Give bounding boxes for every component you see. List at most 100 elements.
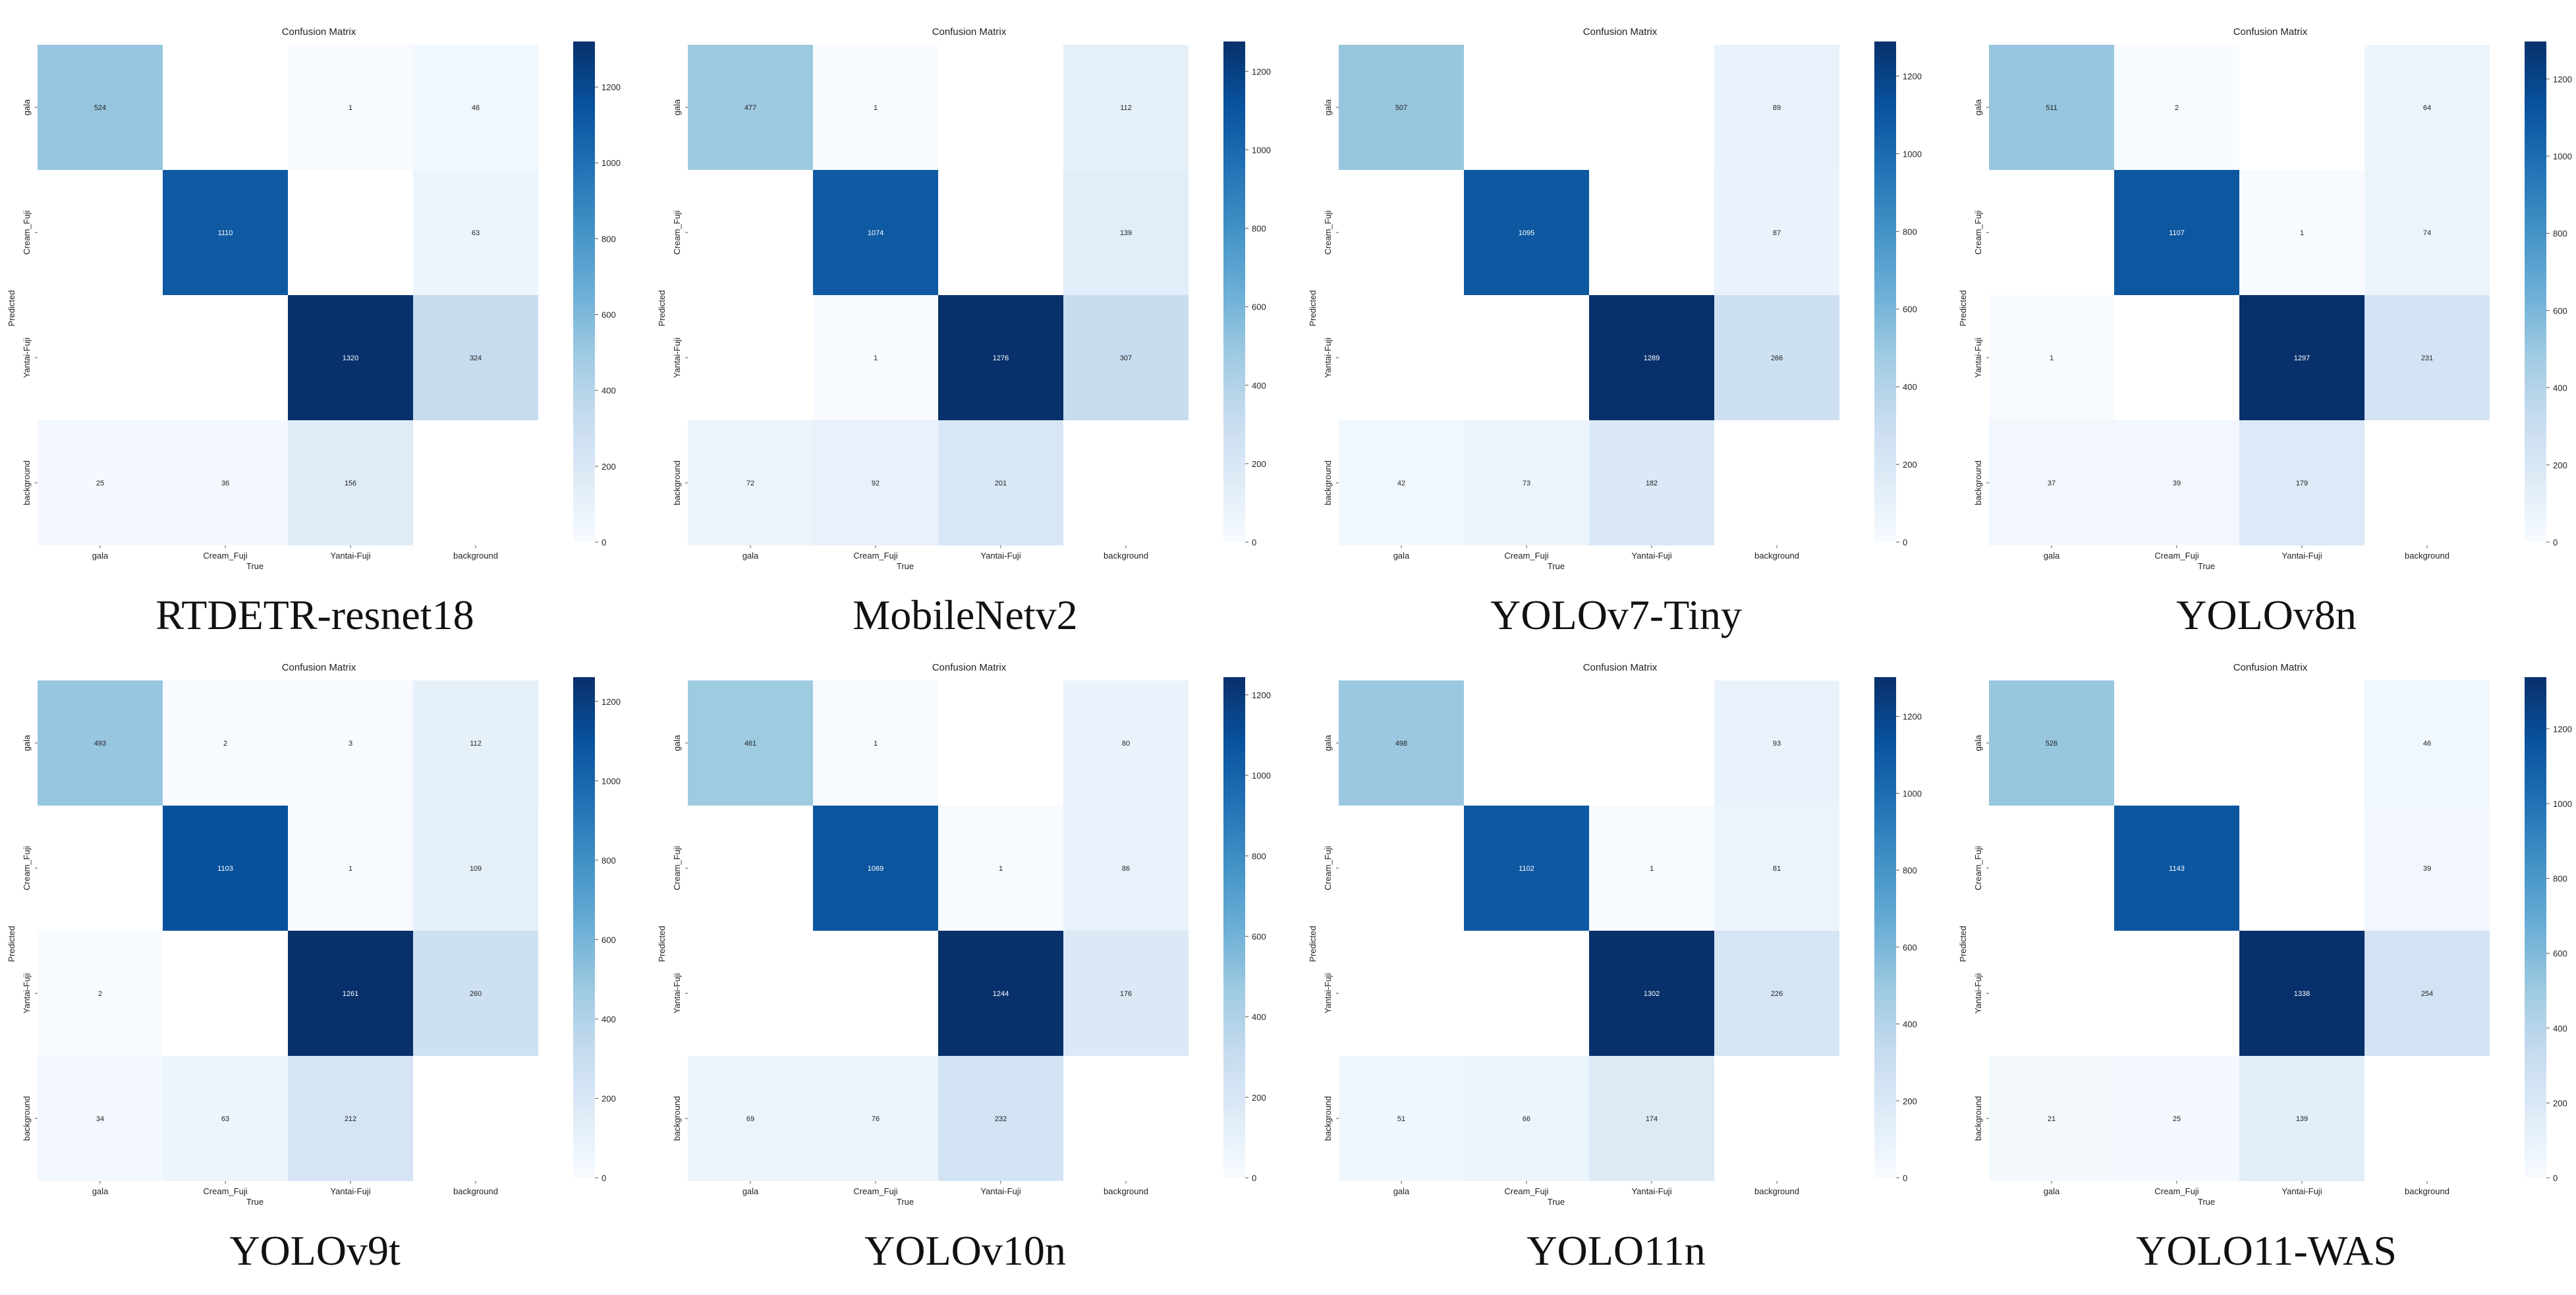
heatmap-cell <box>1589 295 1714 420</box>
x-tick-label: Cream_Fuji <box>853 1186 897 1196</box>
cell-value-label: 25 <box>96 480 104 487</box>
heatmap-cell <box>163 45 288 170</box>
colorbar-tick-label: 600 <box>2553 306 2567 316</box>
x-tick-label: Yantai-Fuji <box>2282 551 2322 561</box>
cell-value-label: 232 <box>995 1115 1007 1123</box>
heatmap-cell <box>2365 931 2490 1056</box>
heatmap-cell <box>1063 420 1189 545</box>
chart-caption: YOLO11n <box>1526 1227 1705 1274</box>
x-tick-label: gala <box>92 551 109 561</box>
heatmap-cell <box>163 295 288 420</box>
colorbar-tick-label: 800 <box>2553 229 2567 238</box>
cell-value-label: 112 <box>470 740 482 748</box>
cell-value-label: 25 <box>2173 1115 2181 1123</box>
y-tick-label: Cream_Fuji <box>672 846 682 890</box>
heatmap-cell <box>1063 170 1189 295</box>
cell-value-label: 266 <box>1771 354 1783 362</box>
cell-value-label: 182 <box>1646 480 1658 487</box>
heatmap-cell <box>1063 680 1189 806</box>
x-tick-label: gala <box>742 1186 759 1196</box>
cell-value-label: 80 <box>1122 740 1130 748</box>
colorbar-tick-label: 1000 <box>602 158 621 168</box>
colorbar-tick-label: 200 <box>1903 1096 1917 1106</box>
x-axis-label: True <box>2198 561 2215 571</box>
x-tick-label: background <box>1104 1186 1148 1196</box>
cell-value-label: 507 <box>1395 104 1407 112</box>
cell-value-label: 63 <box>472 229 480 237</box>
heatmap-cell <box>1989 420 2114 545</box>
heatmap-cell <box>1339 680 1464 806</box>
heatmap-cell <box>813 680 938 806</box>
cell-value-label: 3 <box>349 740 352 748</box>
cell-value-label: 139 <box>2296 1115 2308 1123</box>
cell-value-label: 461 <box>744 740 756 748</box>
heatmap-cell <box>1714 1056 1839 1181</box>
heatmap-cell <box>38 420 163 545</box>
heatmap-cell <box>38 1056 163 1181</box>
heatmap-cell <box>1714 806 1839 931</box>
cell-value-label: 1320 <box>343 354 358 362</box>
cell-value-label: 1 <box>349 104 352 112</box>
heatmap-cell <box>688 420 813 545</box>
heatmap-cell <box>163 170 288 295</box>
colorbar-tick-label: 1200 <box>602 697 621 707</box>
y-tick-label: Yantai-Fuji <box>1323 973 1333 1013</box>
heatmap-cell <box>938 170 1063 295</box>
heatmap-cell <box>38 680 163 806</box>
heatmap-cell <box>2114 931 2239 1056</box>
y-tick-label: Yantai-Fuji <box>1973 973 1983 1013</box>
colorbar-tick-label: 800 <box>1903 227 1917 236</box>
colorbar-tick-label: 200 <box>1903 460 1917 470</box>
cell-value-label: 1102 <box>1519 865 1534 873</box>
cell-value-label: 498 <box>1395 740 1407 748</box>
y-tick-label: gala <box>1973 734 1983 751</box>
cell-value-label: 46 <box>472 104 480 112</box>
y-tick-label: gala <box>672 99 682 115</box>
heatmap-cell <box>688 1056 813 1181</box>
cell-value-label: 1 <box>2300 229 2304 237</box>
heatmap-cell <box>1464 420 1589 545</box>
heatmap-cell <box>688 680 813 806</box>
cell-value-label: 1297 <box>2294 354 2310 362</box>
heatmap-cell <box>2365 1056 2490 1181</box>
x-tick-label: Yantai-Fuji <box>330 551 370 561</box>
heatmap-cell <box>1464 170 1589 295</box>
heatmap-cell <box>2239 420 2365 545</box>
y-tick-label: background <box>22 460 32 505</box>
cell-value-label: 1 <box>1650 865 1654 873</box>
colorbar-tick-label: 1200 <box>602 82 621 92</box>
x-tick-label: gala <box>92 1186 109 1196</box>
cell-value-label: 73 <box>1523 480 1530 487</box>
cell-value-label: 39 <box>2423 865 2431 873</box>
heatmap-cell <box>413 1056 538 1181</box>
y-tick-label: Cream_Fuji <box>22 846 32 890</box>
colorbar <box>573 677 595 1178</box>
cell-value-label: 1 <box>2050 354 2054 362</box>
cell-value-label: 176 <box>1120 990 1132 998</box>
y-tick-label: Yantai-Fuji <box>1323 337 1333 377</box>
x-tick-label: gala <box>2044 551 2060 561</box>
y-tick-label: background <box>672 1096 682 1141</box>
colorbar-tick-label: 200 <box>602 1093 616 1103</box>
heatmap-cell <box>1989 680 2114 806</box>
colorbar-tick-label: 1000 <box>602 776 621 786</box>
heatmap-cell <box>2114 170 2239 295</box>
x-tick-label: Yantai-Fuji <box>2282 1186 2322 1196</box>
x-tick-label: gala <box>1393 1186 1410 1196</box>
y-tick-label: gala <box>22 734 32 751</box>
heatmap-cell <box>288 170 413 295</box>
chart-caption: RTDETR-resnet18 <box>155 592 474 638</box>
heatmap-cell <box>688 45 813 170</box>
colorbar <box>2525 41 2546 542</box>
heatmap-cell <box>1339 45 1464 170</box>
x-tick-label: Yantai-Fuji <box>980 551 1021 561</box>
chart-title: Confusion Matrix <box>282 26 356 38</box>
heatmap-cell <box>1339 170 1464 295</box>
heatmap-cell <box>38 170 163 295</box>
x-axis-label: True <box>2198 1197 2215 1207</box>
heatmap-cell <box>813 170 938 295</box>
y-tick-label: Cream_Fuji <box>1973 846 1983 890</box>
y-axis-label: Predicted <box>1308 926 1318 962</box>
heatmap-cell <box>2365 420 2490 545</box>
confusion-matrix-panel: Confusion Matrix 477 1 112 1074 139 1 1276 307 72… <box>657 26 1271 638</box>
